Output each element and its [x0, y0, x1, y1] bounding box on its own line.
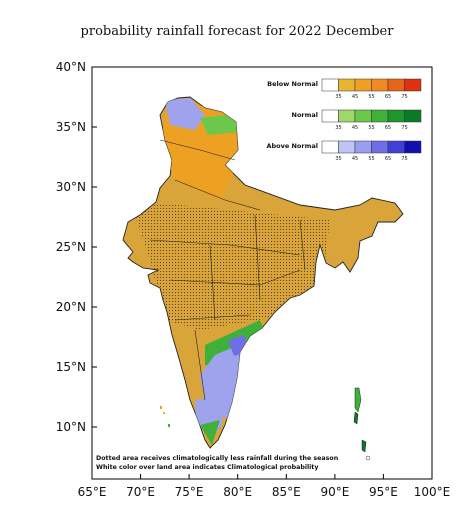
normal-ladakh — [200, 114, 238, 135]
legend-title: Below Normal — [267, 80, 318, 88]
legend-swatch — [354, 109, 372, 123]
legend-swatch — [371, 78, 389, 92]
longitude-axis: 65°E 70°E 75°E 80°E 85°E 90°E 95°E 100°E — [78, 474, 451, 499]
x-tick-label: 100°E — [414, 485, 451, 499]
legend-swatch — [338, 140, 356, 154]
map-title: probability rainfall forecast for 2022 D… — [80, 24, 394, 39]
legend-tick-label: 45 — [352, 156, 358, 162]
legend-swatch — [387, 109, 405, 123]
legend-swatch — [404, 78, 422, 92]
x-tick-label: 90°E — [320, 485, 349, 499]
legend-swatch — [371, 109, 389, 123]
legend-tick-label: 35 — [335, 156, 341, 162]
legend-swatch — [321, 140, 339, 154]
legend-tick-label: 35 — [335, 94, 341, 100]
dotted-region — [130, 200, 330, 330]
legend-tick-label: 55 — [368, 94, 374, 100]
legend-swatch — [354, 78, 372, 92]
legend-swatch — [354, 140, 372, 154]
legend-title: Above Normal — [266, 142, 318, 150]
y-tick-label: 20°N — [56, 300, 86, 314]
legend-swatch — [371, 140, 389, 154]
y-tick-label: 15°N — [56, 360, 86, 374]
legend-tick-label: 35 — [335, 125, 341, 131]
y-tick-label: 40°N — [56, 60, 86, 74]
legend-tick-label: 65 — [385, 94, 391, 100]
legend-swatch — [387, 78, 405, 92]
y-tick-label: 25°N — [56, 240, 86, 254]
legend-tick-label: 65 — [385, 125, 391, 131]
x-tick-label: 85°E — [272, 485, 301, 499]
legend-tick-label: 55 — [368, 125, 374, 131]
latitude-axis: 40°N 35°N 30°N 25°N 20°N 15°N 10°N — [56, 60, 97, 434]
andaman-islands — [353, 387, 371, 461]
legend-title: Normal — [292, 111, 319, 119]
legend-swatch — [338, 78, 356, 92]
note-dotted-area: Dotted area receives climatologically le… — [96, 455, 338, 462]
legend-swatch — [321, 78, 339, 92]
state-boundaries — [149, 139, 306, 401]
x-tick-label: 75°E — [175, 485, 204, 499]
x-tick-label: 80°E — [223, 485, 252, 499]
probability-legend: Below Normal 35 45 55 65 75 Normal 35 45 55 65 75 Ab… — [266, 78, 422, 162]
x-tick-label: 70°E — [126, 485, 155, 499]
legend-tick-label: 45 — [352, 125, 358, 131]
legend-tick-label: 75 — [401, 156, 407, 162]
legend-swatch — [404, 109, 422, 123]
legend-tick-label: 75 — [401, 125, 407, 131]
legend-tick-label: 75 — [401, 94, 407, 100]
legend-swatch — [387, 140, 405, 154]
note-white-area: White color over land area indicates Cli… — [96, 464, 318, 471]
legend-tick-label: 45 — [352, 94, 358, 100]
y-tick-label: 35°N — [56, 120, 86, 134]
legend-swatch — [338, 109, 356, 123]
legend-swatch — [404, 140, 422, 154]
legend-swatch — [321, 109, 339, 123]
normal-tip — [200, 420, 220, 445]
legend-tick-label: 65 — [385, 156, 391, 162]
y-tick-label: 10°N — [56, 420, 86, 434]
above-normal-kashmir — [165, 98, 205, 130]
legend-tick-label: 55 — [368, 156, 374, 162]
x-tick-label: 95°E — [369, 485, 398, 499]
india-landmass — [122, 96, 404, 449]
y-tick-label: 30°N — [56, 180, 86, 194]
x-tick-label: 65°E — [78, 485, 107, 499]
lakshadweep-islands — [160, 406, 170, 427]
